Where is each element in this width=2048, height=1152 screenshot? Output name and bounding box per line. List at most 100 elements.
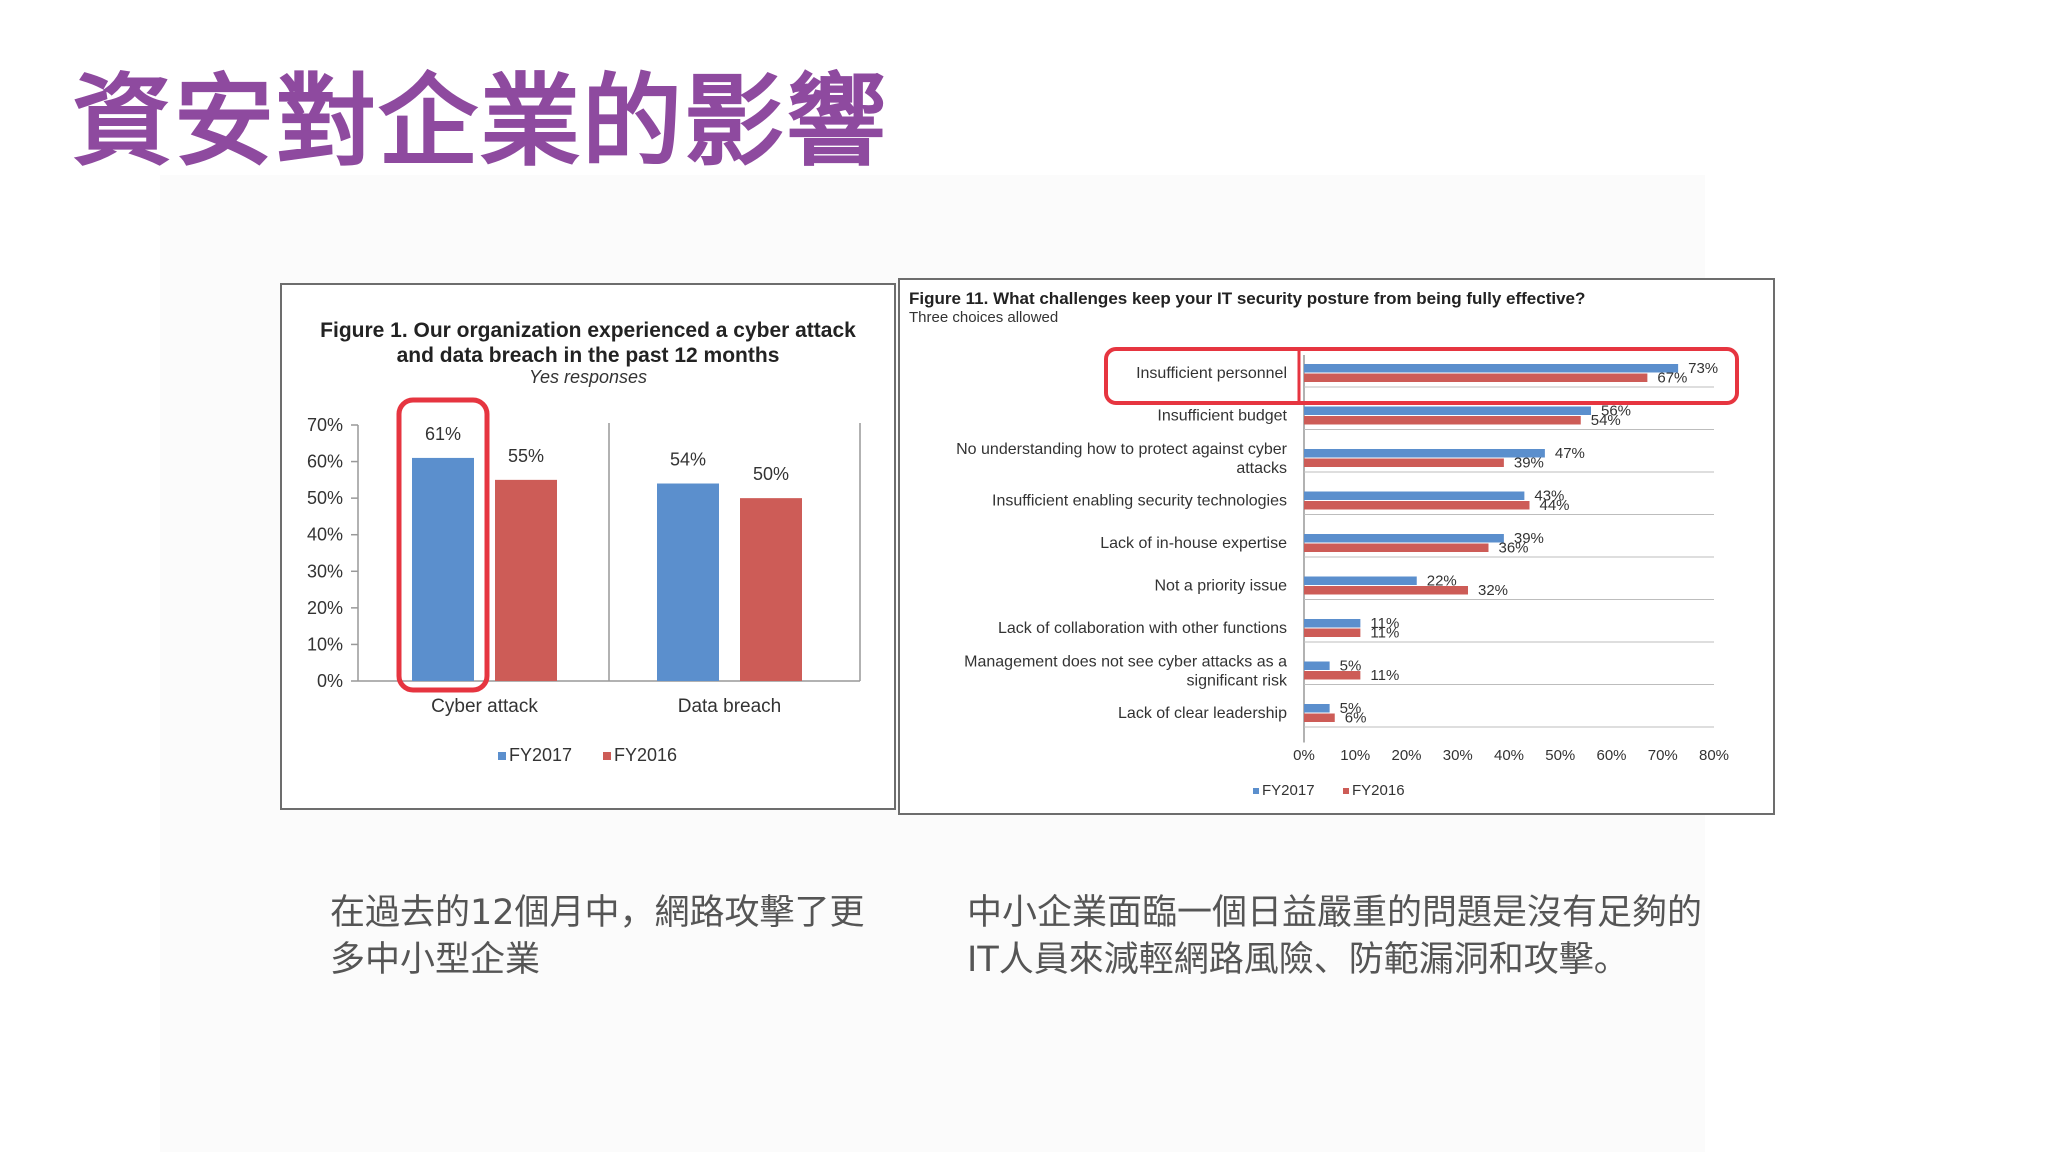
fig11-bar [1304,576,1417,585]
fig1-category-label: Data breach [678,696,782,717]
fig11-data-label: 11% [1370,625,1399,642]
fig11-data-label: 5% [1340,658,1362,675]
fig11-data-label: 47% [1555,445,1585,462]
fig11-category-label: Insufficient personnel [1136,365,1287,382]
fig11-bar [1304,373,1648,382]
fig1-legend-swatch [603,752,611,760]
fig11-legend-swatch [1253,788,1259,794]
fig11-xtick-label: 60% [1596,747,1626,764]
fig11-bar [1304,704,1330,713]
fig11-bar [1304,449,1545,458]
fig11-title-rest: . What challenges keep your IT security … [984,289,1586,308]
fig11-data-label: 73% [1688,360,1718,377]
figure-11-chart: Figure 11. What challenges keep your IT … [909,289,1739,799]
fig1-data-label: 55% [508,446,544,466]
fig11-data-label: 67% [1657,370,1687,387]
caption-left: 在過去的12個月中，網路攻擊了更多中小型企業 [330,893,865,980]
fig11-data-label: 56% [1601,403,1631,420]
fig11-xtick-label: 30% [1443,747,1473,764]
fig1-title: Figure 1. Our organization experienced a… [320,319,856,342]
fig11-bar [1304,364,1679,373]
fig11-category-label: significant risk [1187,673,1288,690]
fig11-bar [1304,661,1330,670]
fig1-ytick-label: 20% [307,598,343,618]
fig11-title: Figure 11. What challenges keep your IT … [909,289,1585,308]
fig1-category-label: Cyber attack [431,696,538,717]
fig11-data-label: 39% [1514,455,1544,472]
caption-right: 中小企業面臨一個日益嚴重的問題是沒有足夠的IT人員來減輕網路風險、防範漏洞和攻擊… [967,893,1703,980]
fig11-data-label: 6% [1345,710,1367,727]
fig11-bar [1304,501,1530,510]
fig11-bar [1304,619,1361,628]
fig1-ytick-label: 70% [307,415,343,435]
fig1-title-bold: Figure 1 [320,319,402,342]
fig11-title-bold: Figure 11 [909,289,984,308]
fig11-xtick-label: 50% [1545,747,1575,764]
fig1-ytick-label: 0% [317,671,343,691]
fig1-title-rest: . Our organization experienced a cyber a… [402,319,856,342]
fig1-legend-label: FY2017 [509,745,572,765]
fig11-bar [1304,628,1361,637]
fig11-bar [1304,458,1504,467]
fig1-data-label: 50% [753,464,789,484]
fig11-xtick-label: 20% [1391,747,1421,764]
fig11-bar [1304,416,1581,425]
figure-1-chart: Figure 1. Our organization experienced a… [307,319,861,765]
fig1-ytick-label: 40% [307,525,343,545]
figure-11-panel: Figure 11. What challenges keep your IT … [898,278,1775,815]
fig11-xtick-label: 10% [1340,747,1370,764]
fig11-legend-label: FY2016 [1352,782,1405,799]
fig11-data-label: 5% [1340,700,1362,717]
fig11-data-label: 11% [1370,667,1399,684]
fig11-bar [1304,543,1489,552]
fig11-category-label: No understanding how to protect against … [956,441,1288,458]
fig11-data-label: 36% [1499,540,1529,557]
fig11-bar [1304,713,1335,722]
fig1-highlight-box [396,397,490,693]
fig11-data-label: 22% [1427,573,1457,590]
fig11-subtitle: Three choices allowed [909,309,1058,326]
fig11-bar [1304,586,1468,595]
fig11-category-label: Management does not see cyber attacks as… [964,654,1287,671]
fig11-xtick-label: 80% [1699,747,1729,764]
fig11-category-label: Lack of in-house expertise [1100,535,1287,552]
fig11-xtick-label: 40% [1494,747,1524,764]
figure-1-panel: Figure 1. Our organization experienced a… [280,283,896,810]
fig1-ytick-label: 10% [307,634,343,654]
fig11-data-label: 43% [1534,488,1564,505]
fig1-bar [495,479,557,681]
fig11-highlight-box [1104,347,1739,405]
fig11-xtick-label: 0% [1293,747,1315,764]
fig11-category-label: Not a priority issue [1155,578,1288,595]
fig1-bar [412,457,474,681]
fig1-subtitle: Yes responses [529,367,647,387]
fig1-bar [657,483,719,681]
fig11-legend-swatch [1343,788,1349,794]
fig1-ytick-label: 60% [307,452,343,472]
fig11-category-label: Lack of collaboration with other functio… [998,620,1287,637]
fig1-data-label: 61% [425,424,461,444]
fig11-data-label: 11% [1370,615,1399,632]
fig1-ytick-label: 50% [307,488,343,508]
fig1-legend-label: FY2016 [614,745,677,765]
fig11-bar [1304,534,1504,543]
fig11-bar [1304,406,1591,415]
fig11-data-label: 32% [1478,582,1508,599]
fig11-data-label: 39% [1514,530,1544,547]
fig1-legend-swatch [498,752,506,760]
fig11-category-label: Insufficient budget [1157,408,1287,425]
fig11-xtick-label: 70% [1648,747,1678,764]
fig11-data-label: 54% [1591,412,1621,429]
fig1-ytick-label: 30% [307,561,343,581]
fig11-bar [1304,491,1525,500]
fig11-category-label: Insufficient enabling security technolog… [992,493,1287,510]
fig11-data-label: 44% [1540,497,1570,514]
fig1-data-label: 54% [670,450,706,470]
fig1-bar [740,498,802,681]
fig11-bar [1304,671,1361,680]
fig11-category-label: attacks [1236,460,1287,477]
slide-title: 資安對企業的影響 [72,63,888,180]
fig11-legend-label: FY2017 [1262,782,1315,799]
fig11-category-label: Lack of clear leadership [1118,705,1287,722]
fig1-title-line2: and data breach in the past 12 months [397,344,780,367]
